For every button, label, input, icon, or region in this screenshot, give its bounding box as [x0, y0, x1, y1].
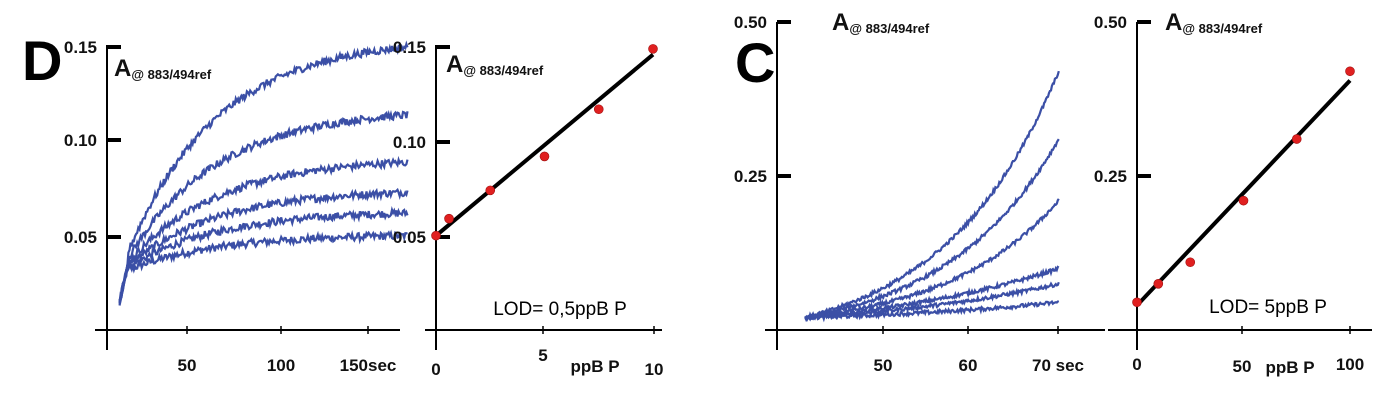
y-tick-label: 0.50 [1094, 13, 1127, 32]
y-tick-label: 0.25 [734, 167, 767, 186]
series-line [804, 70, 1060, 323]
panel-letter: C [735, 31, 775, 94]
data-point [1345, 66, 1355, 77]
y-axis-label-main: A [114, 55, 131, 82]
y-axis-label: A@ 883/494ref [832, 9, 930, 36]
fit-line [434, 53, 655, 238]
series-line [804, 299, 1060, 323]
panel-2: 0.05 0.10 0.15 0 5 10 A@ 883/494ref ppB P LOD= 0… [393, 38, 664, 379]
y-axis-label: A@ 883/494ref [1165, 9, 1263, 36]
x-tick-label: 150sec [340, 356, 397, 375]
data-point [444, 213, 454, 224]
y-tick-label: 0.15 [393, 38, 426, 57]
x-tick-label: 0 [1132, 355, 1141, 374]
series-line [118, 187, 409, 302]
y-axis-label-sub: @ 883/494ref [1182, 21, 1263, 36]
y-tick-label: 0.10 [64, 131, 97, 150]
lod-annotation: LOD= 0,5ppB P [493, 299, 627, 320]
series-line [804, 198, 1060, 321]
y-axis-label-sub: @ 883/494ref [131, 67, 212, 82]
data-point [539, 151, 550, 162]
y-tick-label: 0.15 [64, 38, 97, 57]
x-axis-label: ppB P [570, 357, 619, 376]
x-tick-label: 50 [1233, 357, 1252, 376]
panel-1: 0.05 0.10 0.15 50 100 150sec A@ 883/494ref D [22, 29, 409, 375]
y-axis-label-main: A [446, 51, 463, 78]
panel-letter: D [22, 29, 62, 92]
series-line [118, 206, 409, 305]
x-tick-label: 70 sec [1032, 356, 1084, 375]
series-line [118, 229, 408, 301]
data-point [431, 230, 441, 241]
series-line [118, 40, 409, 303]
panel-3: 0.25 0.50 50 60 70 sec A@ 883/494ref C [734, 9, 1105, 375]
y-axis-label-main: A [1165, 9, 1182, 36]
data-point [1291, 134, 1302, 144]
data-point [648, 44, 658, 54]
data-point [1153, 278, 1164, 289]
y-tick-label: 0.05 [64, 228, 97, 247]
y-tick-label: 0.25 [1094, 167, 1127, 186]
y-tick-label: 0.10 [393, 133, 426, 152]
lod-annotation: LOD= 5ppB P [1209, 297, 1327, 318]
x-tick-label: 10 [645, 360, 664, 379]
data-point [1238, 195, 1249, 206]
data-point [485, 185, 496, 196]
y-tick-label: 0.05 [393, 228, 426, 247]
y-axis-label: A@ 883/494ref [114, 55, 212, 82]
panel-4: 0.25 0.50 0 50 100 A@ 883/494ref ppB P LOD= 5pp… [1094, 9, 1372, 377]
data-point [1132, 297, 1142, 308]
series-line [118, 155, 409, 306]
y-axis-label-sub: @ 883/494ref [849, 21, 930, 36]
x-tick-label: 5 [538, 346, 547, 365]
x-axis-label: ppB P [1265, 358, 1314, 377]
fit-line [1135, 79, 1352, 307]
y-tick-label: 0.50 [734, 13, 767, 32]
y-axis-label: A@ 883/494ref [446, 51, 544, 78]
x-tick-label: 100 [1336, 355, 1364, 374]
data-point [593, 104, 604, 115]
x-tick-label: 0 [431, 360, 440, 379]
x-tick-label: 50 [874, 356, 893, 375]
y-axis-label-main: A [832, 9, 849, 36]
x-tick-label: 50 [178, 356, 197, 375]
x-tick-label: 60 [959, 356, 978, 375]
data-point [1185, 257, 1196, 268]
series-line [118, 109, 409, 303]
x-tick-label: 100 [267, 356, 295, 375]
y-axis-label-sub: @ 883/494ref [463, 63, 544, 78]
